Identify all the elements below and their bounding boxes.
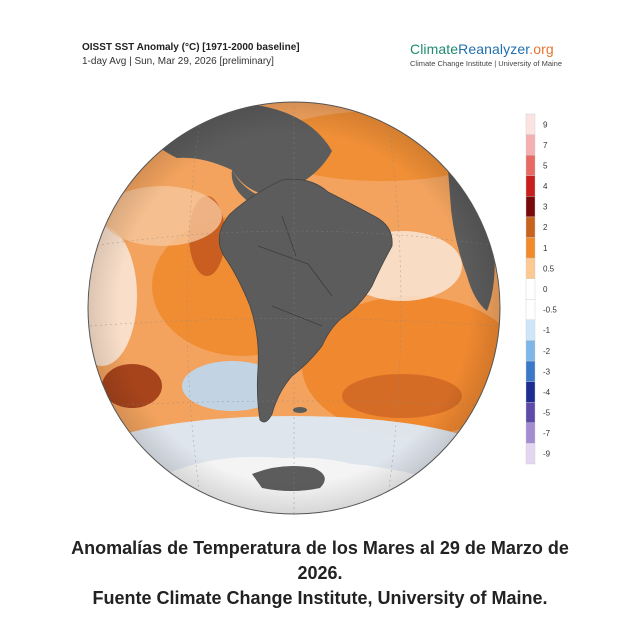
legend-tick-label: 4: [543, 182, 548, 191]
legend-swatch: [525, 154, 536, 176]
legend-swatch: [525, 340, 536, 362]
legend-swatch: [525, 216, 536, 238]
legend-tick-label: 3: [543, 203, 548, 212]
brand-subtitle: Climate Change Institute | University of…: [410, 59, 563, 68]
legend-swatch: [525, 402, 536, 424]
brand-part-climate: Climate: [410, 41, 459, 57]
legend-tick-label: 7: [543, 141, 548, 150]
brand-part-reanalyzer: Reanalyzer: [458, 41, 530, 57]
globe-map: [82, 96, 506, 520]
legend-tick-label: -2: [543, 347, 551, 356]
legend-tick-label: 1: [543, 244, 548, 253]
caption: Anomalías de Temperatura de los Mares al…: [0, 536, 640, 611]
caption-line-2: 2026.: [297, 563, 343, 583]
legend-tick-label: 5: [543, 161, 548, 170]
legend-swatch: [525, 278, 536, 300]
brand-part-org: .org: [529, 41, 554, 57]
globe-outline: [87, 101, 501, 515]
legend-tick-label: 2: [543, 223, 548, 232]
legend-swatch: [525, 113, 536, 135]
legend-swatch: [525, 360, 536, 382]
legend-swatch: [525, 319, 536, 341]
brand-logo[interactable]: ClimateReanalyzer.org: [410, 41, 554, 57]
color-legend: 9 7 5 4 3 2 1 0.5 0 -0.5 -1 -2 -3 -4 -5 -7 -9: [524, 113, 564, 465]
legend-swatch: [525, 443, 536, 465]
legend-tick-label: -5: [543, 409, 551, 418]
caption-line-1: Anomalías de Temperatura de los Mares al…: [71, 538, 569, 558]
legend-swatch: [525, 257, 536, 279]
legend-swatch: [525, 381, 536, 403]
map-title: OISST SST Anomaly (°C) [1971-2000 baseli…: [82, 42, 300, 53]
legend-tick-label: -4: [543, 388, 551, 397]
legend-swatch: [525, 237, 536, 259]
legend-swatch: [525, 134, 536, 156]
legend-swatch: [525, 196, 536, 218]
legend-tick-label: 0.5: [543, 264, 555, 273]
legend-tick-label: -0.5: [543, 306, 557, 315]
map-subtitle: 1-day Avg | Sun, Mar 29, 2026 [prelimina…: [82, 56, 274, 67]
legend-tick-label: -3: [543, 367, 551, 376]
legend-tick-label: -9: [543, 450, 551, 459]
legend-swatch: [525, 299, 536, 321]
legend-swatch: [525, 422, 536, 444]
legend-swatch: [525, 175, 536, 197]
caption-line-3: Fuente Climate Change Institute, Univers…: [92, 588, 548, 608]
globe-svg: [87, 101, 501, 515]
legend-svg: 9 7 5 4 3 2 1 0.5 0 -0.5 -1 -2 -3 -4 -5 -7 -9: [525, 113, 557, 465]
legend-tick-label: -7: [543, 429, 551, 438]
legend-tick-label: -1: [543, 326, 551, 335]
legend-tick-label: 9: [543, 120, 548, 129]
legend-tick-label: 0: [543, 285, 548, 294]
